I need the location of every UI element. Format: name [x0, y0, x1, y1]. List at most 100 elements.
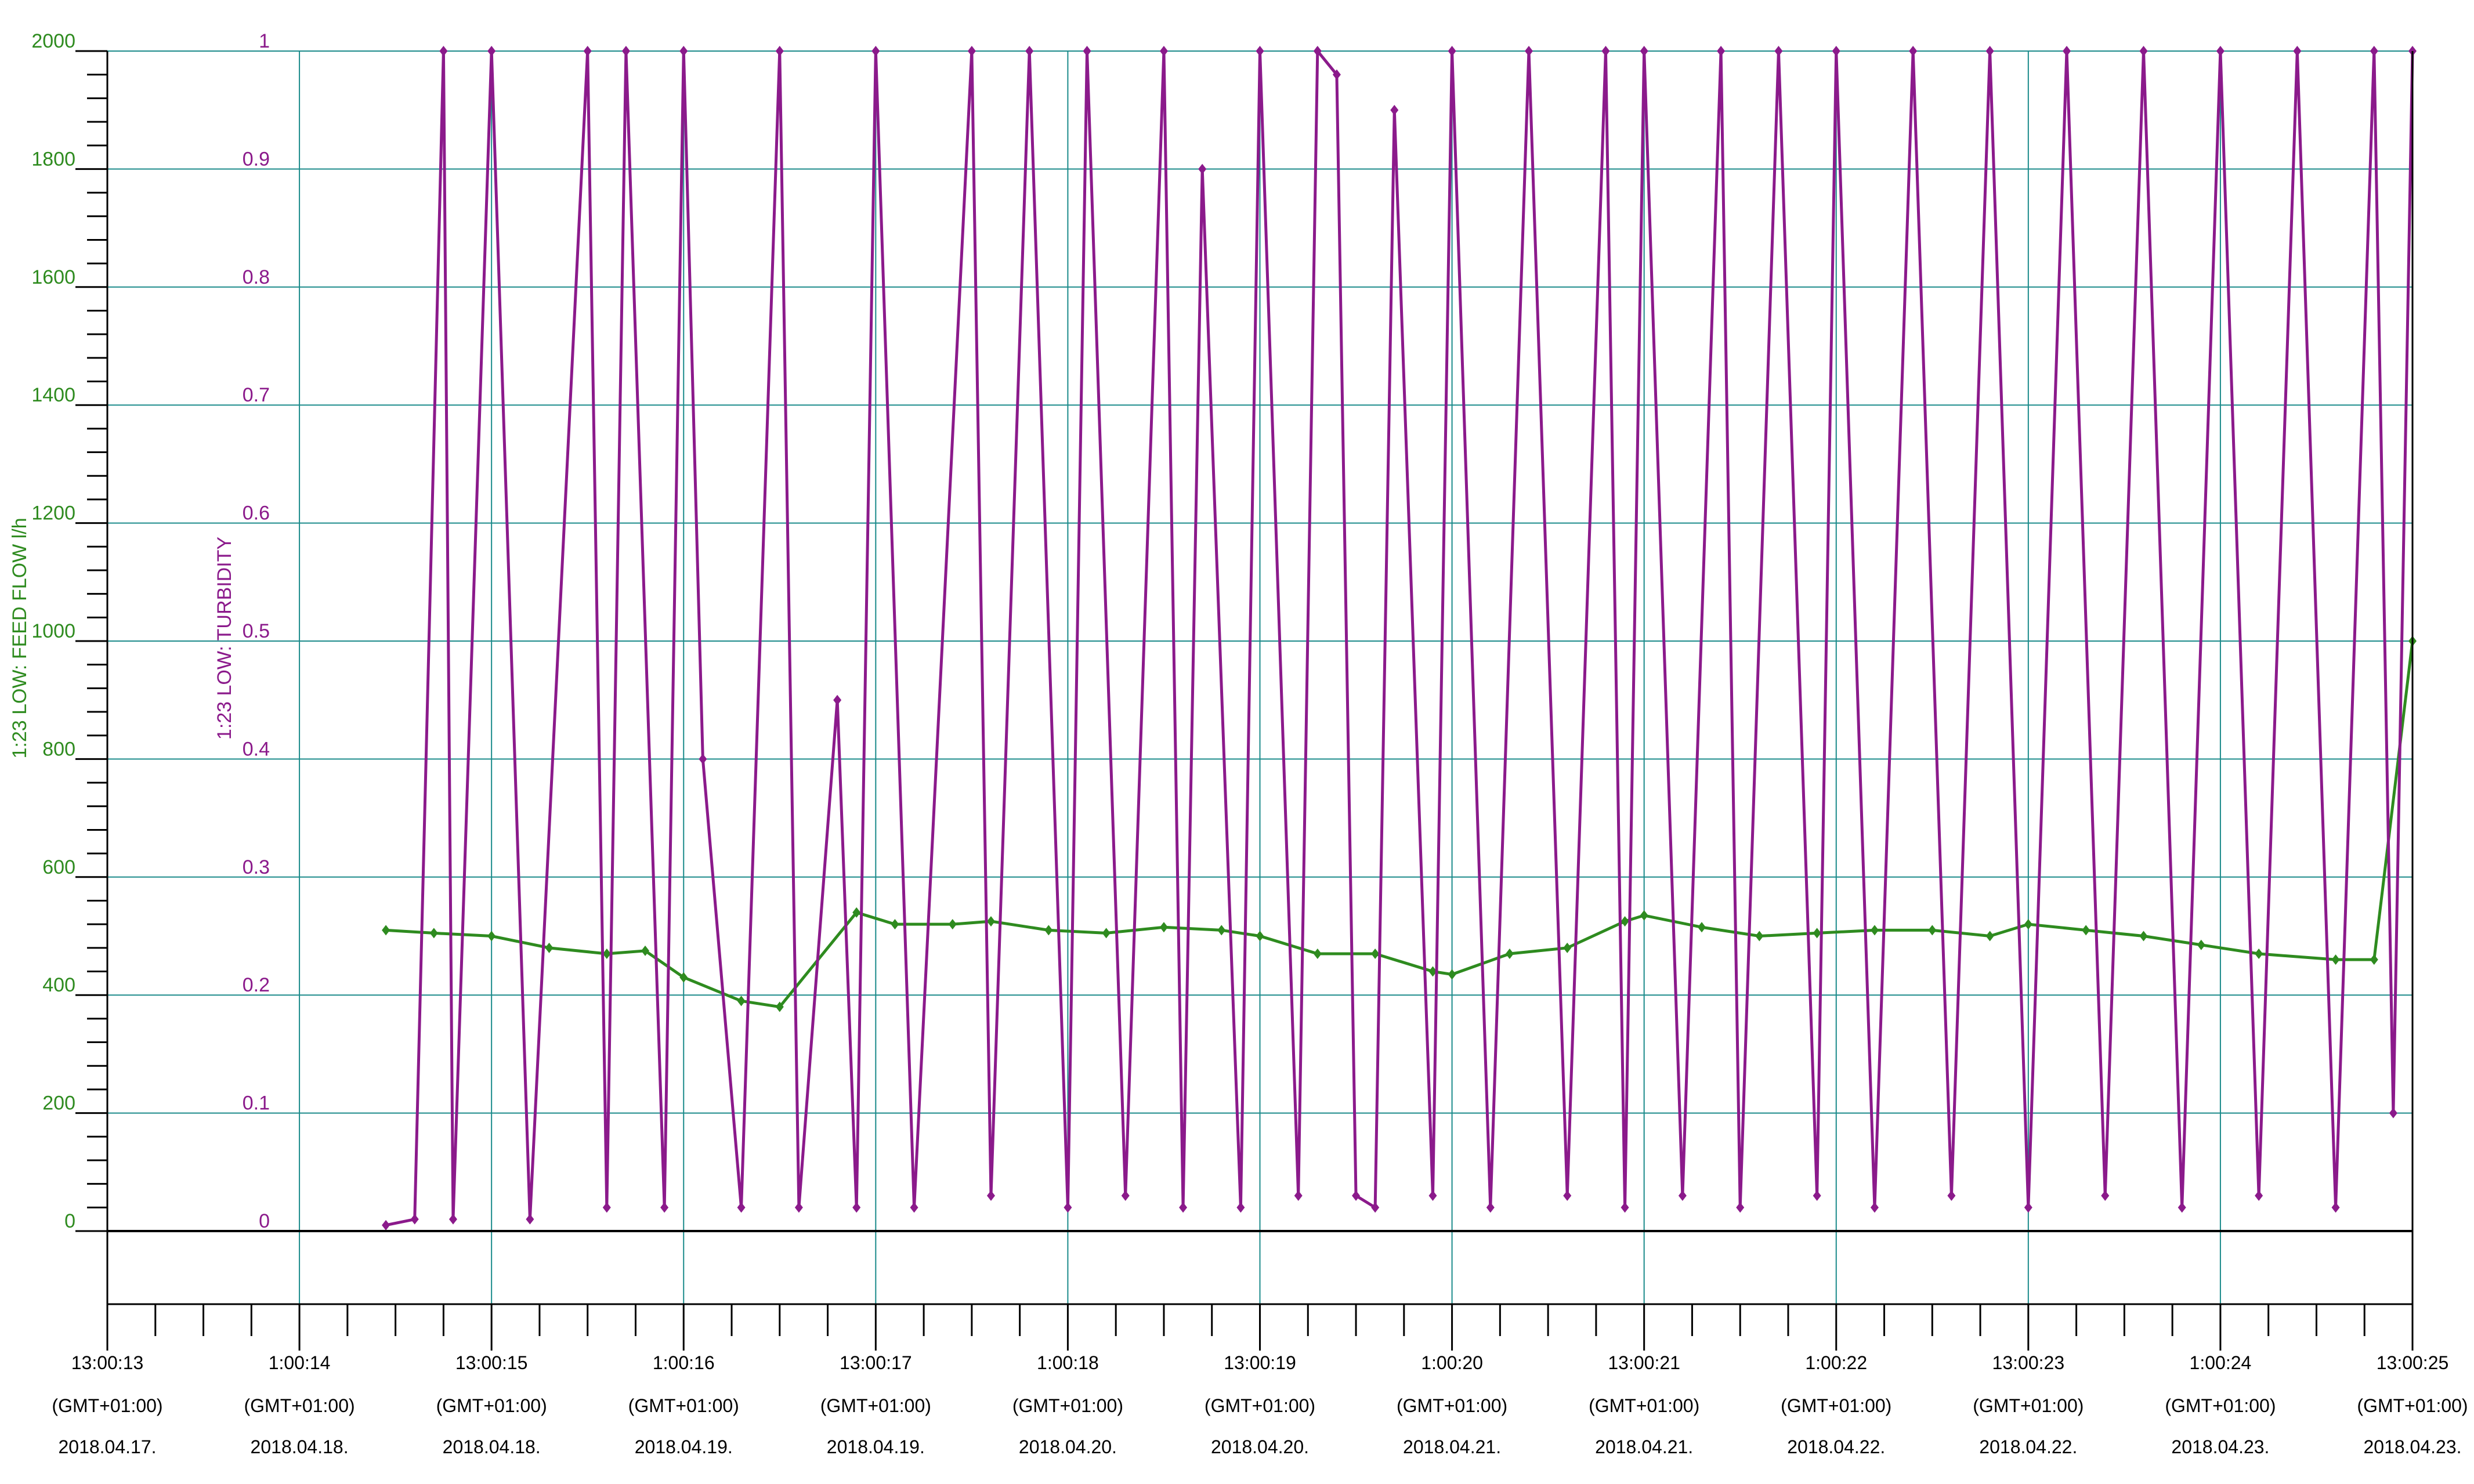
series-point — [1697, 922, 1706, 933]
series-point — [2178, 1202, 2186, 1213]
y-left-tick-label: 1200 — [31, 502, 75, 524]
series-point — [2370, 954, 2378, 965]
x-tick-time: 1:00:16 — [653, 1352, 715, 1373]
series-point — [660, 1202, 669, 1213]
y-left-tick-label: 2000 — [31, 30, 75, 52]
series-point — [852, 907, 861, 918]
series-point — [1121, 1190, 1130, 1201]
series-point — [1621, 1202, 1629, 1213]
series-point — [2024, 1202, 2032, 1213]
series-point — [1294, 1190, 1303, 1201]
x-tick-timezone: (GMT+01:00) — [1589, 1395, 1699, 1416]
x-tick-time: 1:00:20 — [1421, 1352, 1483, 1373]
x-tick-date: 2018.04.23. — [2171, 1436, 2269, 1457]
x-tick-date: 2018.04.19. — [827, 1436, 925, 1457]
series-point — [2255, 949, 2263, 960]
series-point — [986, 1190, 995, 1201]
series-point — [1985, 46, 1994, 56]
series-point — [737, 996, 746, 1007]
series-point — [699, 754, 707, 765]
series-point — [545, 942, 554, 953]
x-tick-time: 1:00:14 — [269, 1352, 331, 1373]
series-point — [1813, 1190, 1821, 1201]
series-point — [2024, 919, 2032, 930]
y-right-tick-label: 0.3 — [243, 856, 270, 878]
series-point — [1256, 46, 1264, 56]
y-right-tick-label: 0.5 — [243, 620, 270, 642]
series-point — [2255, 1190, 2263, 1201]
series-point — [2293, 46, 2302, 56]
series-point — [1774, 46, 1783, 56]
x-tick-date: 2018.04.20. — [1019, 1436, 1117, 1457]
y-left-tick-label: 1400 — [31, 384, 75, 406]
series-point — [1064, 1202, 1072, 1213]
series-point — [2370, 46, 2378, 56]
y-right-tick-label: 0 — [259, 1210, 270, 1232]
series-point — [948, 919, 957, 930]
x-tick-time: 1:00:24 — [2190, 1352, 2252, 1373]
series-point — [1083, 46, 1091, 56]
series-point — [1870, 1202, 1879, 1213]
x-tick-timezone: (GMT+01:00) — [1205, 1395, 1315, 1416]
series-point — [1025, 46, 1034, 56]
series-point — [1813, 928, 1821, 939]
series-line — [385, 47, 2414, 1227]
series-point — [1486, 1202, 1495, 1213]
x-tick-date: 2018.04.18. — [251, 1436, 349, 1457]
series-point — [1985, 931, 1994, 942]
series-point — [1755, 931, 1764, 942]
x-tick-timezone: (GMT+01:00) — [820, 1395, 931, 1416]
series-point — [679, 972, 688, 983]
series-point — [1390, 104, 1399, 115]
series-point — [1428, 1190, 1437, 1201]
y-right-tick-label: 0.2 — [243, 974, 270, 996]
series-point — [2331, 1202, 2340, 1213]
x-tick-date: 2018.04.18. — [443, 1436, 541, 1457]
x-tick-date: 2018.04.21. — [1595, 1436, 1693, 1457]
y-right-tick-label: 0.1 — [243, 1092, 270, 1114]
series-point — [583, 46, 592, 56]
x-tick-time: 13:00:19 — [1224, 1352, 1296, 1373]
series-point — [382, 925, 390, 936]
y-right-tick-label: 1 — [259, 30, 270, 52]
y-right-tick-label: 0.8 — [243, 266, 270, 288]
series-point — [1371, 949, 1380, 960]
series-point — [1159, 46, 1168, 56]
y-left-tick-label: 1000 — [31, 620, 75, 642]
series-line — [385, 640, 2414, 1009]
series-point — [1678, 1190, 1687, 1201]
x-tick-timezone: (GMT+01:00) — [1012, 1395, 1123, 1416]
series-point — [2139, 931, 2148, 942]
y-left-tick-label: 200 — [42, 1092, 75, 1114]
x-tick-date: 2018.04.23. — [2363, 1436, 2461, 1457]
x-tick-timezone: (GMT+01:00) — [52, 1395, 162, 1416]
series-point — [1159, 922, 1168, 933]
y-left-tick-label: 800 — [42, 738, 75, 760]
x-tick-time: 13:00:25 — [2377, 1352, 2449, 1373]
series-point — [429, 928, 438, 939]
series-point — [891, 919, 899, 930]
series-point — [775, 46, 784, 56]
series-point — [410, 1214, 419, 1225]
series-point — [1621, 916, 1629, 927]
series-point — [986, 916, 995, 927]
series-point — [1448, 969, 1456, 980]
series-point — [1909, 46, 1918, 56]
series-point — [1832, 46, 1840, 56]
series-point — [910, 1202, 918, 1213]
series-point — [1428, 966, 1437, 977]
series-point — [526, 1214, 534, 1225]
series-point — [852, 1202, 861, 1213]
series-point — [1563, 1190, 1572, 1201]
series-point — [679, 46, 688, 56]
series-point — [1236, 1202, 1245, 1213]
series-point — [1313, 949, 1322, 960]
series-point — [1640, 46, 1648, 56]
series-point — [1505, 949, 1514, 960]
series-point — [737, 1202, 746, 1213]
x-tick-time: 1:00:22 — [1805, 1352, 1867, 1373]
y-right-axis-title: 1:23 LOW: TURBIDITY — [214, 537, 236, 740]
x-tick-date: 2018.04.19. — [635, 1436, 733, 1457]
